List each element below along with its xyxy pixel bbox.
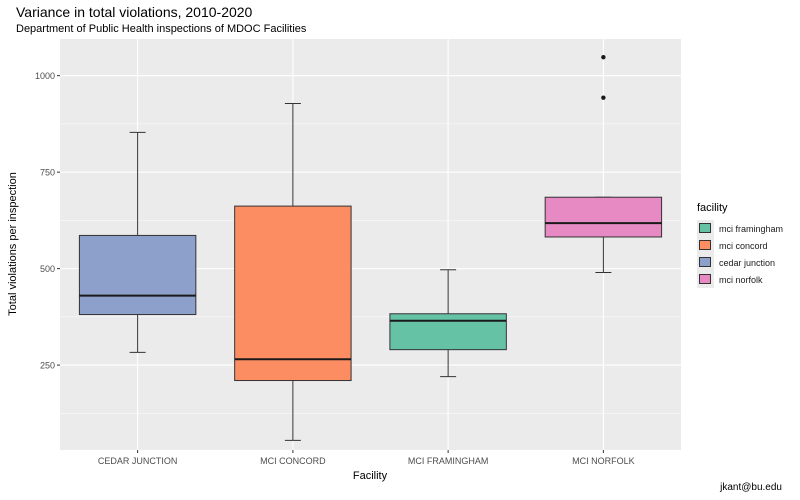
box-mci-concord [234, 102, 352, 441]
y-tick-label: 750 [40, 168, 55, 178]
legend-title: facility [697, 202, 728, 214]
x-tick-label: MCI FRAMINGHAM [408, 456, 489, 466]
legend-label: mci norfolk [719, 274, 763, 285]
x-axis: CEDAR JUNCTION MCI CONCORD MCI FRAMINGHAM M… [98, 450, 635, 466]
legend-label: cedar junction [719, 257, 776, 268]
outlier-point [601, 95, 606, 100]
y-tick-label: 250 [40, 361, 55, 371]
outlier-point [601, 54, 606, 60]
legend-swatch [699, 274, 711, 284]
legend-key [697, 271, 714, 288]
x-tick-label: MCI CONCORD [260, 456, 326, 466]
legend-swatch [699, 240, 711, 250]
chart-subtitle: Department of Public Health inspections … [16, 23, 307, 35]
boxes [78, 54, 663, 441]
grid-major [60, 39, 681, 450]
legend-swatch [699, 223, 711, 233]
x-tick-label: MCI NORFOLK [572, 456, 635, 466]
y-tick-label: 1000 [35, 71, 55, 81]
box-iqr [78, 234, 197, 316]
box-mci-norfolk [544, 54, 663, 273]
legend-label: mci framingham [719, 223, 784, 234]
box-mci-framingham [389, 269, 507, 378]
y-axis-label: Total violations per inspection [7, 172, 19, 316]
legend-item: mci framingham [697, 220, 783, 237]
box-cedar-junction [78, 131, 197, 353]
y-tick-label: 500 [40, 264, 55, 274]
box-iqr [544, 196, 663, 238]
legend: facility mci framingham mci concord cedar … [697, 202, 783, 288]
y-axis: 250 500 750 1000 [35, 71, 60, 371]
box-iqr [389, 313, 507, 351]
x-axis-label: Facility [353, 470, 388, 482]
legend-key [697, 254, 714, 271]
x-tick-label: CEDAR JUNCTION [98, 456, 178, 466]
legend-label: mci concord [719, 240, 768, 251]
box-iqr [234, 205, 352, 382]
legend-item: cedar junction [697, 254, 783, 271]
legend-item: mci norfolk [697, 271, 783, 288]
legend-swatch [699, 257, 711, 267]
caption: jkant@bu.edu [720, 482, 782, 493]
legend-key [697, 237, 714, 254]
chart-title: Variance in total violations, 2010-2020 [16, 4, 253, 20]
legend-item: mci concord [697, 237, 783, 254]
legend-key [697, 220, 714, 237]
